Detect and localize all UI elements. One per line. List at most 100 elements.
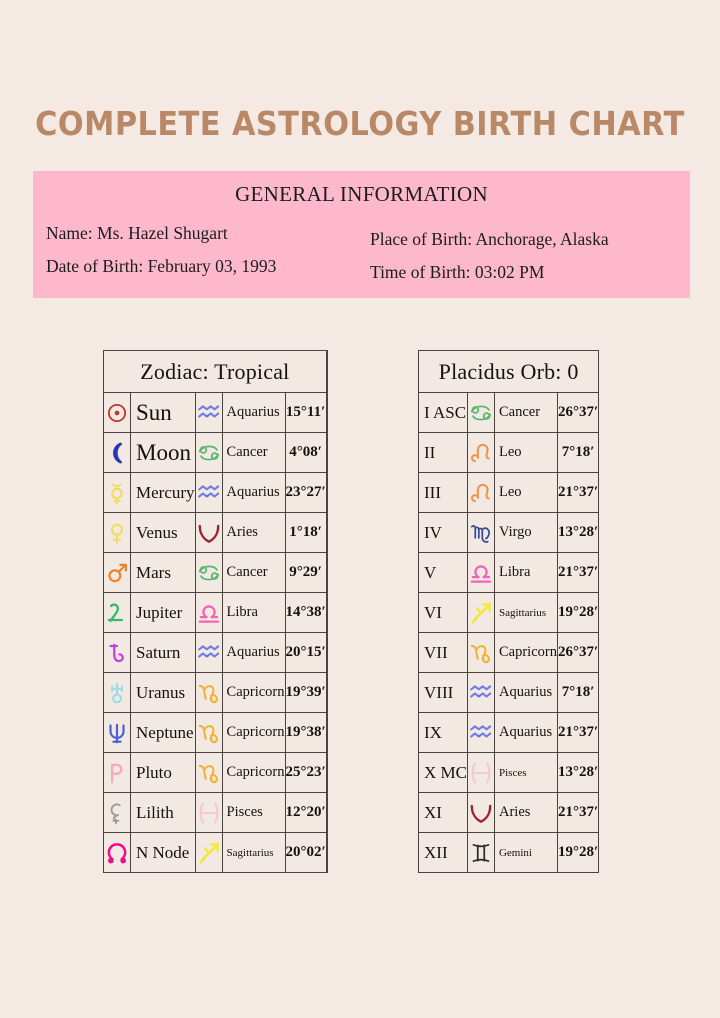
house-degree: 21°37′: [556, 792, 600, 833]
planet-sign: Aquarius: [221, 632, 286, 673]
house-number: XII: [418, 832, 468, 873]
planet-degree: 12°20′: [284, 792, 327, 833]
planet-degree: 9°29′: [284, 552, 327, 593]
planet-name: N Node: [130, 832, 196, 873]
house-degree: 26°37′: [556, 392, 600, 433]
planets-table-header: Zodiac: Tropical: [103, 350, 327, 393]
planet-name: Jupiter: [130, 592, 196, 633]
spacer-cell: [325, 552, 328, 593]
house-number: I ASC: [418, 392, 468, 433]
planet-name: Moon: [130, 432, 196, 473]
table-row: Neptune Capricorn 19°38′: [103, 712, 328, 753]
table-row: VIII Aquarius 7°18′: [418, 672, 600, 713]
cancer-icon: [466, 392, 495, 433]
house-number: X MC: [418, 752, 468, 793]
planet-name: Saturn: [130, 632, 196, 673]
planet-degree: 20°02′: [284, 832, 327, 873]
table-row: III Leo 21°37′: [418, 472, 600, 513]
table-row: VI Sagittarius 19°28′: [418, 592, 600, 633]
gemini-icon: [466, 832, 495, 873]
table-row: I ASC Cancer 26°37′: [418, 392, 600, 433]
spacer-cell: [325, 432, 328, 473]
planets-table-header-pad: [325, 350, 328, 393]
spacer-cell: [325, 512, 328, 553]
planet-degree: 19°39′: [284, 672, 327, 713]
pisces-icon: [194, 792, 223, 833]
sun-icon: [103, 392, 131, 433]
house-sign: Gemini: [493, 832, 558, 873]
page-title: COMPLETE ASTROLOGY BIRTH CHART: [35, 104, 685, 143]
cancer-icon: [194, 432, 223, 473]
info-name: Name: Ms. Hazel Shugart: [46, 223, 228, 243]
planets-table-body: Sun Aquarius 15°11′ Moon Cancer 4°08′ Mercury A…: [103, 392, 328, 873]
table-row: XII Gemini 19°28′: [418, 832, 600, 873]
cancer-icon: [194, 552, 223, 593]
planet-degree: 19°38′: [284, 712, 327, 753]
spacer-cell: [325, 472, 328, 513]
moon-icon: [103, 432, 131, 473]
virgo-icon: [466, 512, 495, 553]
houses-table-header: Placidus Orb: 0: [417, 350, 600, 393]
table-row: Pluto Capricorn 25°23′: [103, 752, 328, 793]
house-number: III: [418, 472, 468, 513]
house-number: VII: [418, 632, 468, 673]
table-row: XI Aries 21°37′: [418, 792, 600, 833]
planets-table: Zodiac: Tropical Sun Aquarius 15°11′ Moon Ca…: [103, 350, 328, 873]
planet-sign: Cancer: [221, 432, 286, 473]
table-row: Uranus Capricorn 19°39′: [103, 672, 328, 713]
aquarius-icon: [466, 712, 495, 753]
house-sign: Leo: [493, 472, 558, 513]
house-number: IX: [418, 712, 468, 753]
venus-icon: [103, 512, 131, 553]
libra-icon: [466, 552, 495, 593]
planet-name: Pluto: [130, 752, 196, 793]
table-row: IV Virgo 13°28′: [418, 512, 600, 553]
house-sign: Leo: [493, 432, 558, 473]
mercury-icon: [103, 472, 131, 513]
spacer-cell: [325, 712, 328, 753]
table-row: VII Capricorn 26°37′: [418, 632, 600, 673]
general-information-panel: GENERAL INFORMATION Name: Ms. Hazel Shug…: [33, 171, 690, 298]
leo-icon: [466, 432, 495, 473]
table-row: N Node Sagittarius 20°02′: [103, 832, 328, 873]
spacer-cell: [325, 392, 328, 433]
capricorn-icon: [194, 752, 223, 793]
house-number: VIII: [418, 672, 468, 713]
spacer-cell: [325, 792, 328, 833]
table-row: Moon Cancer 4°08′: [103, 432, 328, 473]
spacer-cell: [325, 592, 328, 633]
general-information-heading: GENERAL INFORMATION: [235, 182, 488, 206]
mars-icon: [103, 552, 131, 593]
house-sign: Cancer: [493, 392, 558, 433]
table-row: IX Aquarius 21°37′: [418, 712, 600, 753]
house-sign: Virgo: [493, 512, 558, 553]
aquarius-icon: [194, 632, 223, 673]
house-sign: Aries: [493, 792, 558, 833]
table-row: Mercury Aquarius 23°27′: [103, 472, 328, 513]
spacer-cell: [325, 672, 328, 713]
lilith-icon: [103, 792, 131, 833]
info-date-of-birth: Date of Birth: February 03, 1993: [46, 256, 277, 276]
planet-sign: Capricorn: [221, 672, 286, 713]
planet-sign: Aquarius: [221, 392, 286, 433]
house-sign: Pisces: [493, 752, 558, 793]
capricorn-icon: [194, 712, 223, 753]
table-row: Venus Aries 1°18′: [103, 512, 328, 553]
spacer-cell: [325, 832, 328, 873]
capricorn-icon: [194, 672, 223, 713]
house-number: VI: [418, 592, 468, 633]
house-sign: Aquarius: [493, 672, 558, 713]
house-degree: 19°28′: [556, 832, 600, 873]
house-number: XI: [418, 792, 468, 833]
house-sign: Capricorn: [493, 632, 558, 673]
house-degree: 13°28′: [556, 752, 600, 793]
table-row: V Libra 21°37′: [418, 552, 600, 593]
house-degree: 7°18′: [556, 672, 600, 713]
planet-degree: 4°08′: [284, 432, 327, 473]
planet-degree: 20°15′: [284, 632, 327, 673]
house-number: II: [418, 432, 468, 473]
house-number: V: [418, 552, 468, 593]
table-row: II Leo 7°18′: [418, 432, 600, 473]
aquarius-icon: [194, 472, 223, 513]
sagittarius-icon: [194, 832, 223, 873]
